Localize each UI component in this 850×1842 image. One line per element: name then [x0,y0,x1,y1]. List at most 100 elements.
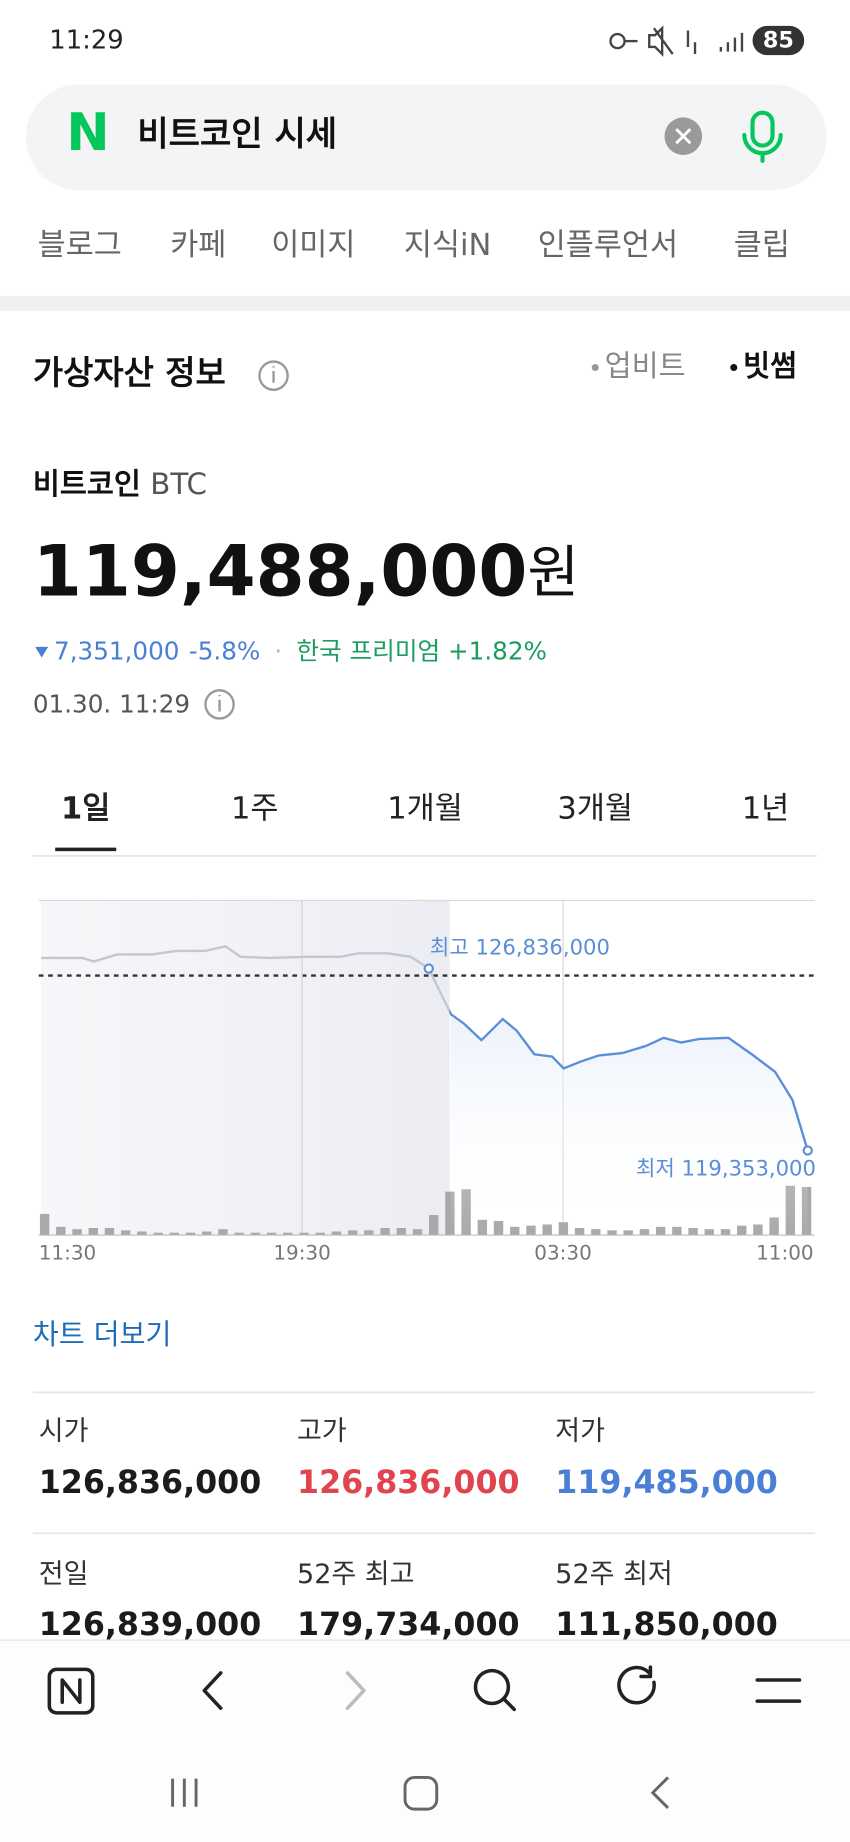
volume-bar [412,1229,423,1236]
stat-label: 52주 최고 [297,1559,414,1590]
down-arrow [35,646,49,658]
status-time: 11:29 [49,26,123,56]
reload-button[interactable] [617,1665,656,1705]
quote-time: 01.30. 11:29 [33,690,190,719]
volume-bar [299,1232,309,1236]
volume-bar [347,1230,358,1236]
clear-button[interactable] [664,117,703,155]
section-divider [0,295,850,312]
search-tab[interactable]: 인플루언서 [538,228,678,263]
stat-label: 시가 [39,1416,89,1447]
coin-price-unit: 원 [527,540,579,605]
extreme-annotation: 최고 126,836,000 [430,935,610,960]
volume-bar [202,1231,212,1236]
battery-level: 85 [763,28,794,54]
volume-bar [396,1228,406,1236]
volume-bar [120,1230,131,1236]
volume-bar [331,1231,342,1236]
extreme-marker [423,963,434,974]
volume-bar [428,1215,439,1236]
volume-bar [218,1229,228,1236]
x-tick-label: 11:30 [39,1240,96,1264]
bullet [730,363,738,371]
search-tab[interactable]: 카페 [170,228,226,263]
volume-bar [380,1228,390,1236]
period-tab[interactable]: 1개월 [387,792,463,827]
menu-button[interactable] [755,1678,802,1703]
stat-value: 119,485,000 [555,1465,778,1501]
volume-bar [56,1226,66,1236]
change-line: 7,351,000 -5.8% · 한국 프리미엄 +1.82% [54,637,547,666]
coin-price-line: 119,488,000원 [33,530,579,612]
stat-label: 저가 [555,1416,605,1447]
extreme-marker [802,1145,813,1156]
search-tab[interactable]: 클립 [734,228,790,263]
period-tab[interactable]: 1일 [61,792,110,827]
recent-apps-button[interactable] [171,1778,198,1807]
bullet [591,363,599,371]
search-query[interactable]: 비트코인 시세 [137,115,337,155]
volume-bar [72,1229,82,1236]
exchange-option[interactable]: 업비트 [605,349,686,383]
info-icon[interactable] [204,689,235,720]
period-tabs: 1일 1주 1개월 3개월 1년 [55,792,789,852]
exchange-switch: 업비트 빗썸 [591,349,797,383]
separator-dot: · [274,637,282,666]
change-percent: -5.8% [189,637,261,666]
stat-value: 126,839,000 [39,1607,262,1643]
status-icons [609,25,744,57]
back-button[interactable] [202,1671,223,1710]
stat-label: 52주 최저 [555,1559,672,1590]
volume-bar [250,1232,261,1236]
coin-symbol: BTC [150,466,207,500]
period-tab[interactable]: 3개월 [557,792,633,827]
home-button[interactable] [47,1667,95,1715]
search-tab[interactable]: 지식iN [404,228,491,263]
period-tab[interactable]: 1년 [742,792,789,827]
search-bar[interactable] [25,84,827,191]
price-area [450,1013,808,1236]
exchange-option[interactable]: 빗썸 [743,349,797,383]
period-underline [55,847,117,852]
card-title: 가상자산 정보 [33,353,226,392]
coin-name-line: 비트코인 BTC [33,466,207,500]
stat-label: 고가 [297,1416,347,1447]
stat-value: 126,836,000 [39,1465,262,1501]
volume-bar [315,1232,325,1236]
volume-bar [234,1232,244,1236]
search-button[interactable] [473,1668,516,1712]
more-chart-link[interactable]: 차트 더보기 [33,1318,171,1351]
search-tab[interactable]: 이미지 [271,228,355,263]
volume-bar [283,1232,293,1236]
volume-bar [364,1230,374,1236]
coin-price: 119,488,000 [33,530,528,612]
volume-bar [169,1232,180,1236]
stats-grid: 시가 126,836,000 고가 126,836,000 저가 119,485,000 전… [39,1416,778,1643]
coin-name: 비트코인 [33,466,141,500]
volume-bar [39,1213,50,1236]
system-home-button[interactable] [403,1775,439,1811]
x-tick-label: 03:30 [534,1240,591,1264]
volume-bar [445,1191,455,1236]
stat-label: 전일 [39,1559,89,1590]
volume-bar [266,1232,277,1236]
battery [752,25,805,56]
volume-bar [185,1232,196,1236]
voice-button[interactable] [742,110,783,163]
search-tab[interactable]: 블로그 [38,228,122,263]
bottom-bar [0,1640,850,1842]
change-amount: 7,351,000 [54,637,179,666]
naver-logo[interactable]: N [66,103,109,163]
volume-bar [104,1228,115,1236]
system-back-button[interactable] [650,1776,670,1809]
stat-value: 111,850,000 [555,1607,778,1643]
search-tabs: 블로그 카페 이미지 지식iN 인플루언서 클립 [38,228,790,263]
period-tab[interactable]: 1주 [231,792,279,827]
korea-premium: 한국 프리미엄 +1.82% [296,637,547,666]
info-icon[interactable] [258,360,289,391]
forward-button[interactable] [345,1671,366,1710]
stat-value: 126,836,000 [297,1465,520,1501]
stat-value: 179,734,000 [297,1607,520,1643]
